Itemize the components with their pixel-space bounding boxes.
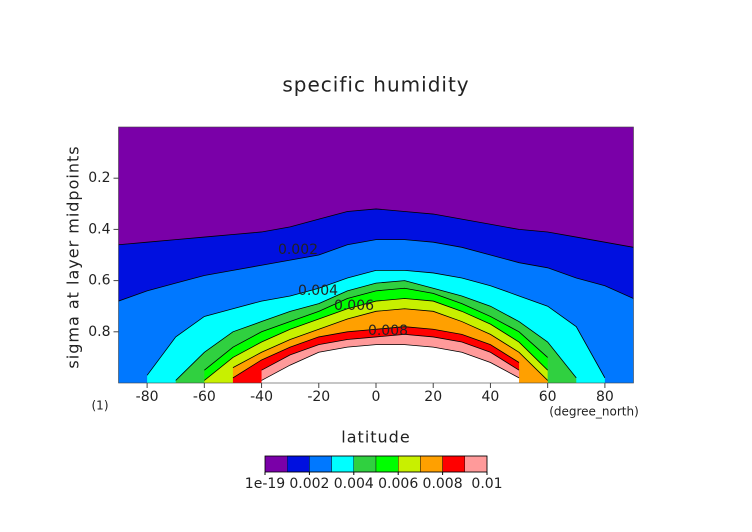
x-tick-label: 60 xyxy=(539,389,557,405)
x-tick-label: -60 xyxy=(193,389,216,405)
colorbar-label: 0.002 xyxy=(289,476,329,492)
corner-label: (1) xyxy=(92,399,109,413)
x-tick-label: -40 xyxy=(250,389,273,405)
contour-fill xyxy=(261,344,520,383)
y-tick-label: 0.6 xyxy=(88,273,110,289)
x-tick-label: 20 xyxy=(424,389,442,405)
x-tick-label: 80 xyxy=(596,389,614,405)
contour-line xyxy=(204,287,548,371)
contour-line xyxy=(146,269,606,379)
contour-line xyxy=(175,280,577,381)
y-tick-label: 0.4 xyxy=(88,221,110,237)
x-tick-label: -20 xyxy=(307,389,330,405)
x-tick-label: -80 xyxy=(136,389,159,405)
contour-line xyxy=(261,344,520,381)
colorbar-segment xyxy=(309,455,332,473)
contour-line xyxy=(261,333,520,371)
y-tick-label: 0.8 xyxy=(88,324,110,340)
x-axis-label: latitude xyxy=(341,428,410,447)
x-tick-label: 0 xyxy=(372,389,381,405)
y-tick-label: 0.2 xyxy=(88,170,110,186)
colorbar-label: 0.004 xyxy=(334,476,374,492)
contour-line xyxy=(118,239,634,302)
colorbar-segment xyxy=(353,455,377,473)
x-units: (degree_north) xyxy=(549,405,639,419)
contour-label: 0.004 xyxy=(298,283,338,299)
contour-line xyxy=(204,298,548,381)
chart-title: specific humidity xyxy=(282,73,469,97)
colorbar-label: 0.01 xyxy=(471,476,502,492)
colorbar-label: 0.008 xyxy=(423,476,463,492)
colorbar-segment xyxy=(265,456,288,472)
contour-line xyxy=(232,326,520,379)
colorbar-segment xyxy=(287,455,310,473)
x-tick-label: 40 xyxy=(482,389,500,405)
colorbar-frame xyxy=(264,455,488,473)
contour-label: 0.002 xyxy=(278,242,318,258)
colorbar-segment xyxy=(464,455,488,473)
contour-line xyxy=(232,308,548,381)
colorbar-segment xyxy=(442,455,466,473)
colorbar-segment xyxy=(375,455,399,473)
colorbar-segment xyxy=(331,455,355,473)
contour-line xyxy=(118,208,634,248)
colorbar-segment xyxy=(420,455,443,473)
contour-label: 0.008 xyxy=(368,323,408,339)
contour-label: 0.006 xyxy=(334,298,374,314)
colorbar-label: 0.006 xyxy=(378,476,418,492)
y-axis-label: sigma at layer midpoints xyxy=(64,145,83,368)
colorbar-segment xyxy=(398,455,421,473)
colorbar-label: 1e-19 xyxy=(245,476,285,492)
plot-area xyxy=(118,127,634,383)
